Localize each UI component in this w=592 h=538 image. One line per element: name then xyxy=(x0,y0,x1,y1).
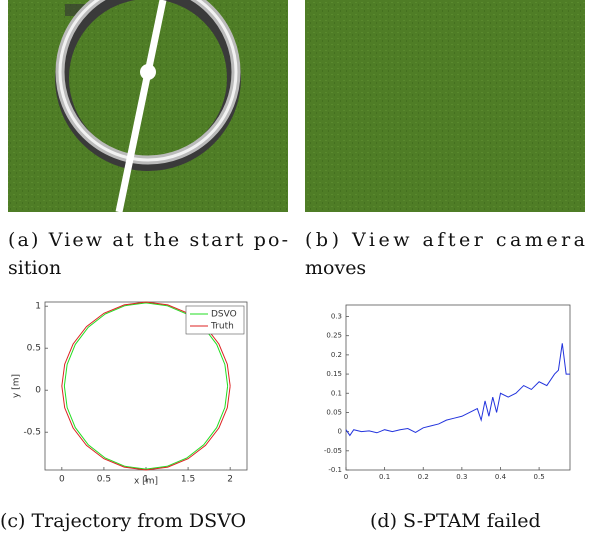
y-tick-label: 0.1 xyxy=(331,389,342,397)
caption: (c) Trajectory from DSVO xyxy=(0,510,246,532)
x-tick-label: 0.1 xyxy=(379,473,390,481)
y-tick-label: 1 xyxy=(35,302,41,312)
y-tick-label: 0.15 xyxy=(326,370,342,378)
image-b xyxy=(305,0,585,212)
x-tick-label: 0.3 xyxy=(456,473,467,481)
y-tick-label: 0 xyxy=(35,386,41,396)
figure: (a) View at the start po- sition (b) Vie… xyxy=(0,0,592,538)
x-tick-label: 0 xyxy=(344,473,348,481)
y-tick-label: 0 xyxy=(338,428,342,436)
y-tick-label: -0.5 xyxy=(23,428,41,438)
image-a xyxy=(8,0,288,212)
y-tick-label: -0.05 xyxy=(324,447,342,455)
y-tick-label: 0.5 xyxy=(27,344,41,354)
legend-label: DSVO xyxy=(211,310,237,320)
caption: (b) View after camera xyxy=(305,229,585,251)
x-tick-label: 0.2 xyxy=(418,473,429,481)
x-tick-label: 1.5 xyxy=(181,475,195,485)
legend-label: Truth xyxy=(210,322,234,332)
y-tick-label: 0.3 xyxy=(331,313,342,321)
plot-frame xyxy=(346,305,570,470)
y-axis-label: y [m] xyxy=(12,374,22,398)
caption: sition xyxy=(8,257,61,279)
y-tick-label: 0.2 xyxy=(331,351,342,359)
y-tick-label: 0.05 xyxy=(326,408,342,416)
x-tick-label: 0.4 xyxy=(495,473,507,481)
caption: moves xyxy=(305,257,366,279)
x-tick-label: 2 xyxy=(227,475,233,485)
y-tick-label: 0.25 xyxy=(326,332,342,340)
x-tick-label: 0 xyxy=(59,475,65,485)
x-axis-label: x [m] xyxy=(134,477,158,487)
x-tick-label: 0.5 xyxy=(534,473,545,481)
caption: (a) View at the start po- xyxy=(8,229,288,251)
x-tick-label: 0.5 xyxy=(97,475,111,485)
y-tick-label: -0.1 xyxy=(328,466,342,474)
caption: (d) S-PTAM failed xyxy=(370,510,541,532)
